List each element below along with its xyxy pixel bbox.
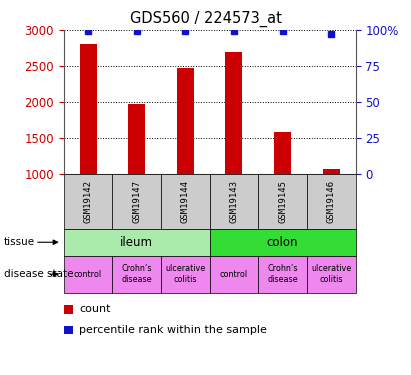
Text: GSM19147: GSM19147 xyxy=(132,180,141,223)
Text: count: count xyxy=(79,304,111,314)
Bar xyxy=(225,52,242,174)
Text: GSM19145: GSM19145 xyxy=(278,180,287,223)
Text: Crohn’s
disease: Crohn’s disease xyxy=(121,264,152,284)
Text: GDS560 / 224573_at: GDS560 / 224573_at xyxy=(129,11,282,27)
Bar xyxy=(177,68,194,174)
Bar xyxy=(274,132,291,174)
Text: GSM19144: GSM19144 xyxy=(181,180,190,223)
Text: GSM19143: GSM19143 xyxy=(229,180,238,223)
Text: disease state: disease state xyxy=(4,269,74,279)
Bar xyxy=(79,45,97,174)
Text: ulcerative
colitis: ulcerative colitis xyxy=(165,264,206,284)
Bar xyxy=(128,104,145,174)
Text: Crohn’s
disease: Crohn’s disease xyxy=(267,264,298,284)
Text: colon: colon xyxy=(267,236,298,249)
Text: control: control xyxy=(74,270,102,279)
Text: GSM19146: GSM19146 xyxy=(327,180,336,223)
Bar xyxy=(323,169,340,174)
Text: tissue: tissue xyxy=(4,237,35,247)
Text: ileum: ileum xyxy=(120,236,153,249)
Text: control: control xyxy=(220,270,248,279)
Text: GSM19142: GSM19142 xyxy=(83,180,92,223)
Text: ulcerative
colitis: ulcerative colitis xyxy=(311,264,351,284)
Text: percentile rank within the sample: percentile rank within the sample xyxy=(79,325,267,335)
